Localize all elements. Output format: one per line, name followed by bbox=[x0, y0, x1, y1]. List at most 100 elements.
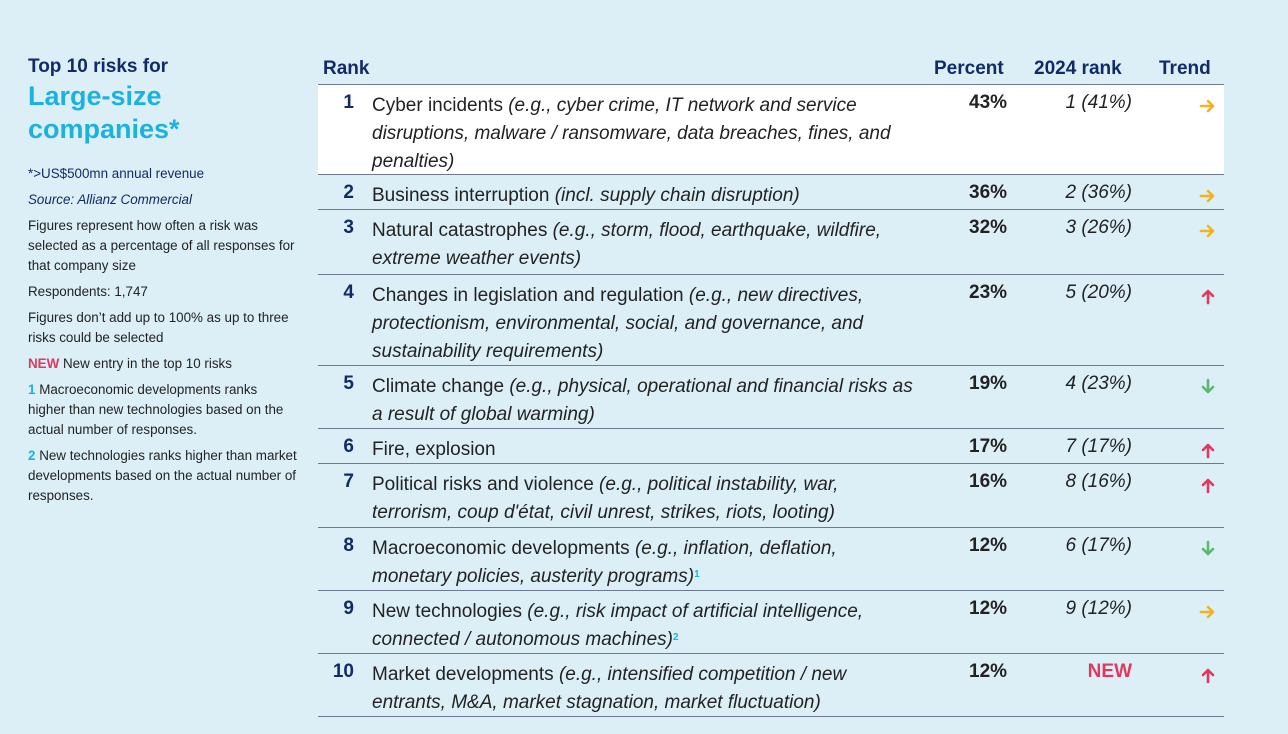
risk-percent: 17% bbox=[969, 436, 1008, 457]
risk-name: Cyber incidents bbox=[372, 95, 503, 116]
risk-rank: 10 bbox=[332, 661, 354, 682]
footnote-1-text: Macroeconomic developments ranks higher … bbox=[28, 382, 284, 437]
risk-examples: (e.g., inflation, deflation, monetary po… bbox=[372, 538, 837, 587]
header-2024-rank: 2024 rank bbox=[1034, 58, 1122, 79]
risk-examples: (e.g., physical, operational and financi… bbox=[372, 376, 913, 425]
table-row: 7 Political risks and violence (e.g., pol… bbox=[318, 464, 1224, 528]
header-rank: Rank bbox=[323, 58, 370, 79]
arrow-down-icon bbox=[1198, 539, 1218, 559]
arrow-right-icon bbox=[1198, 602, 1218, 622]
table-header: Rank Percent 2024 rank Trend bbox=[318, 56, 1224, 85]
risk-rank: 1 bbox=[343, 92, 354, 113]
arrow-right-icon bbox=[1198, 186, 1218, 206]
header-percent: Percent bbox=[934, 58, 1004, 79]
sidebar-heading: Large-size companies* bbox=[28, 80, 298, 146]
risk-examples: (e.g., risk impact of artificial intelli… bbox=[372, 601, 864, 650]
risk-rank: 4 bbox=[343, 282, 354, 303]
risk-rank: 5 bbox=[343, 373, 354, 394]
risk-description: Natural catastrophes (e.g., storm, flood… bbox=[372, 217, 917, 273]
arrow-up-icon bbox=[1198, 475, 1218, 495]
risk-rank: 6 bbox=[343, 436, 354, 457]
new-tag: NEW bbox=[28, 356, 60, 371]
sidebar-heading-line1: Large-size bbox=[28, 81, 162, 111]
arrow-up-icon bbox=[1198, 286, 1218, 306]
risk-description: Market developments (e.g., intensified c… bbox=[372, 661, 917, 717]
rank-2024: 9 (12%) bbox=[1065, 598, 1132, 619]
risk-name: Market developments bbox=[372, 664, 554, 685]
risk-examples: (incl. supply chain disruption) bbox=[554, 185, 800, 206]
risk-percent: 19% bbox=[969, 373, 1008, 394]
source-note: Source: Allianz Commercial bbox=[28, 192, 192, 207]
risk-name: Political risks and violence bbox=[372, 474, 594, 495]
figures-note: Figures represent how often a risk was s… bbox=[28, 218, 295, 273]
table-row: 10 Market developments (e.g., intensified… bbox=[318, 654, 1224, 717]
footnote-2: 2 New technologies ranks higher than mar… bbox=[28, 446, 298, 506]
table-row: 8 Macroeconomic developments (e.g., infla… bbox=[318, 528, 1224, 591]
table-row: 1 Cyber incidents (e.g., cyber crime, IT … bbox=[318, 85, 1224, 175]
risk-name: Fire, explosion bbox=[372, 439, 496, 460]
table-body: 1 Cyber incidents (e.g., cyber crime, IT … bbox=[318, 85, 1224, 717]
arrow-down-icon bbox=[1198, 377, 1218, 397]
risk-percent: 16% bbox=[969, 471, 1008, 492]
risk-name: Business interruption bbox=[372, 185, 550, 206]
risk-description: Fire, explosion bbox=[372, 436, 917, 464]
arrow-up-icon bbox=[1198, 440, 1218, 460]
footnote-marker: 1 bbox=[694, 569, 700, 580]
risk-name: Climate change bbox=[372, 376, 505, 397]
risk-rank: 8 bbox=[343, 535, 354, 556]
risk-percent: 12% bbox=[969, 535, 1008, 556]
respondents-note: Respondents: 1,747 bbox=[28, 284, 148, 299]
footnote-1-number: 1 bbox=[28, 382, 36, 397]
rank-2024: 8 (16%) bbox=[1065, 471, 1132, 492]
risk-description: Changes in legislation and regulation (e… bbox=[372, 282, 917, 366]
sidebar-title: Top 10 risks for bbox=[28, 56, 169, 77]
risk-rank: 2 bbox=[343, 182, 354, 203]
rank-2024: 4 (23%) bbox=[1065, 373, 1132, 394]
risk-name: Macroeconomic developments bbox=[372, 538, 630, 559]
risk-examples: (e.g., intensified competition / new ent… bbox=[372, 664, 847, 713]
rank-2024: 3 (26%) bbox=[1065, 217, 1132, 238]
sidebar: Top 10 risks for Large-size companies* *… bbox=[28, 56, 298, 512]
sum-note: Figures don’t add up to 100% as up to th… bbox=[28, 310, 289, 345]
risk-percent: 43% bbox=[969, 92, 1008, 113]
table-row: 3 Natural catastrophes (e.g., storm, floo… bbox=[318, 210, 1224, 275]
table-row: 4 Changes in legislation and regulation (… bbox=[318, 275, 1224, 366]
risk-name: Changes in legislation and regulation bbox=[372, 285, 684, 306]
footnote-2-text: New technologies ranks higher than marke… bbox=[28, 448, 297, 503]
rank-2024: 7 (17%) bbox=[1065, 436, 1132, 457]
risk-description: New technologies (e.g., risk impact of a… bbox=[372, 598, 917, 654]
rank-2024: 2 (36%) bbox=[1065, 182, 1132, 203]
risk-table: Rank Percent 2024 rank Trend 1 Cyber inci… bbox=[318, 56, 1224, 717]
rank-2024: 6 (17%) bbox=[1065, 535, 1132, 556]
rank-2024: 5 (20%) bbox=[1065, 282, 1132, 303]
table-row: 6 Fire, explosion 17% 7 (17%) bbox=[318, 429, 1224, 464]
revenue-footnote: *>US$500mn annual revenue bbox=[28, 166, 205, 181]
risk-percent: 12% bbox=[969, 598, 1008, 619]
new-entry-text: New entry in the top 10 risks bbox=[62, 356, 232, 371]
risk-description: Climate change (e.g., physical, operatio… bbox=[372, 373, 917, 429]
risk-percent: 32% bbox=[969, 217, 1008, 238]
risk-examples: (e.g., storm, flood, earthquake, wildfir… bbox=[372, 220, 882, 269]
table-row: 2 Business interruption (incl. supply cha… bbox=[318, 175, 1224, 210]
arrow-right-icon bbox=[1198, 221, 1218, 241]
new-entry-note: NEW New entry in the top 10 risks bbox=[28, 354, 298, 374]
risk-examples: (e.g., cyber crime, IT network and servi… bbox=[372, 95, 891, 172]
risk-rank: 7 bbox=[343, 471, 354, 492]
risk-description: Cyber incidents (e.g., cyber crime, IT n… bbox=[372, 92, 917, 176]
table-row: 5 Climate change (e.g., physical, operati… bbox=[318, 366, 1224, 429]
header-trend: Trend bbox=[1159, 58, 1211, 79]
footnote-marker: 2 bbox=[673, 632, 679, 643]
risk-rank: 3 bbox=[343, 217, 354, 238]
arrow-right-icon bbox=[1198, 96, 1218, 116]
risk-name: Natural catastrophes bbox=[372, 220, 548, 241]
risk-percent: 23% bbox=[969, 282, 1008, 303]
risk-percent: 12% bbox=[969, 661, 1008, 682]
rank-2024: 1 (41%) bbox=[1065, 92, 1132, 113]
risk-description: Macroeconomic developments (e.g., inflat… bbox=[372, 535, 917, 591]
sidebar-heading-line2: companies* bbox=[28, 114, 180, 144]
arrow-up-icon bbox=[1198, 665, 1218, 685]
risk-examples: (e.g., new directives, protectionism, en… bbox=[372, 285, 864, 362]
footnote-2-number: 2 bbox=[28, 448, 36, 463]
rank-2024: NEW bbox=[1087, 661, 1132, 682]
risk-description: Business interruption (incl. supply chai… bbox=[372, 182, 917, 210]
